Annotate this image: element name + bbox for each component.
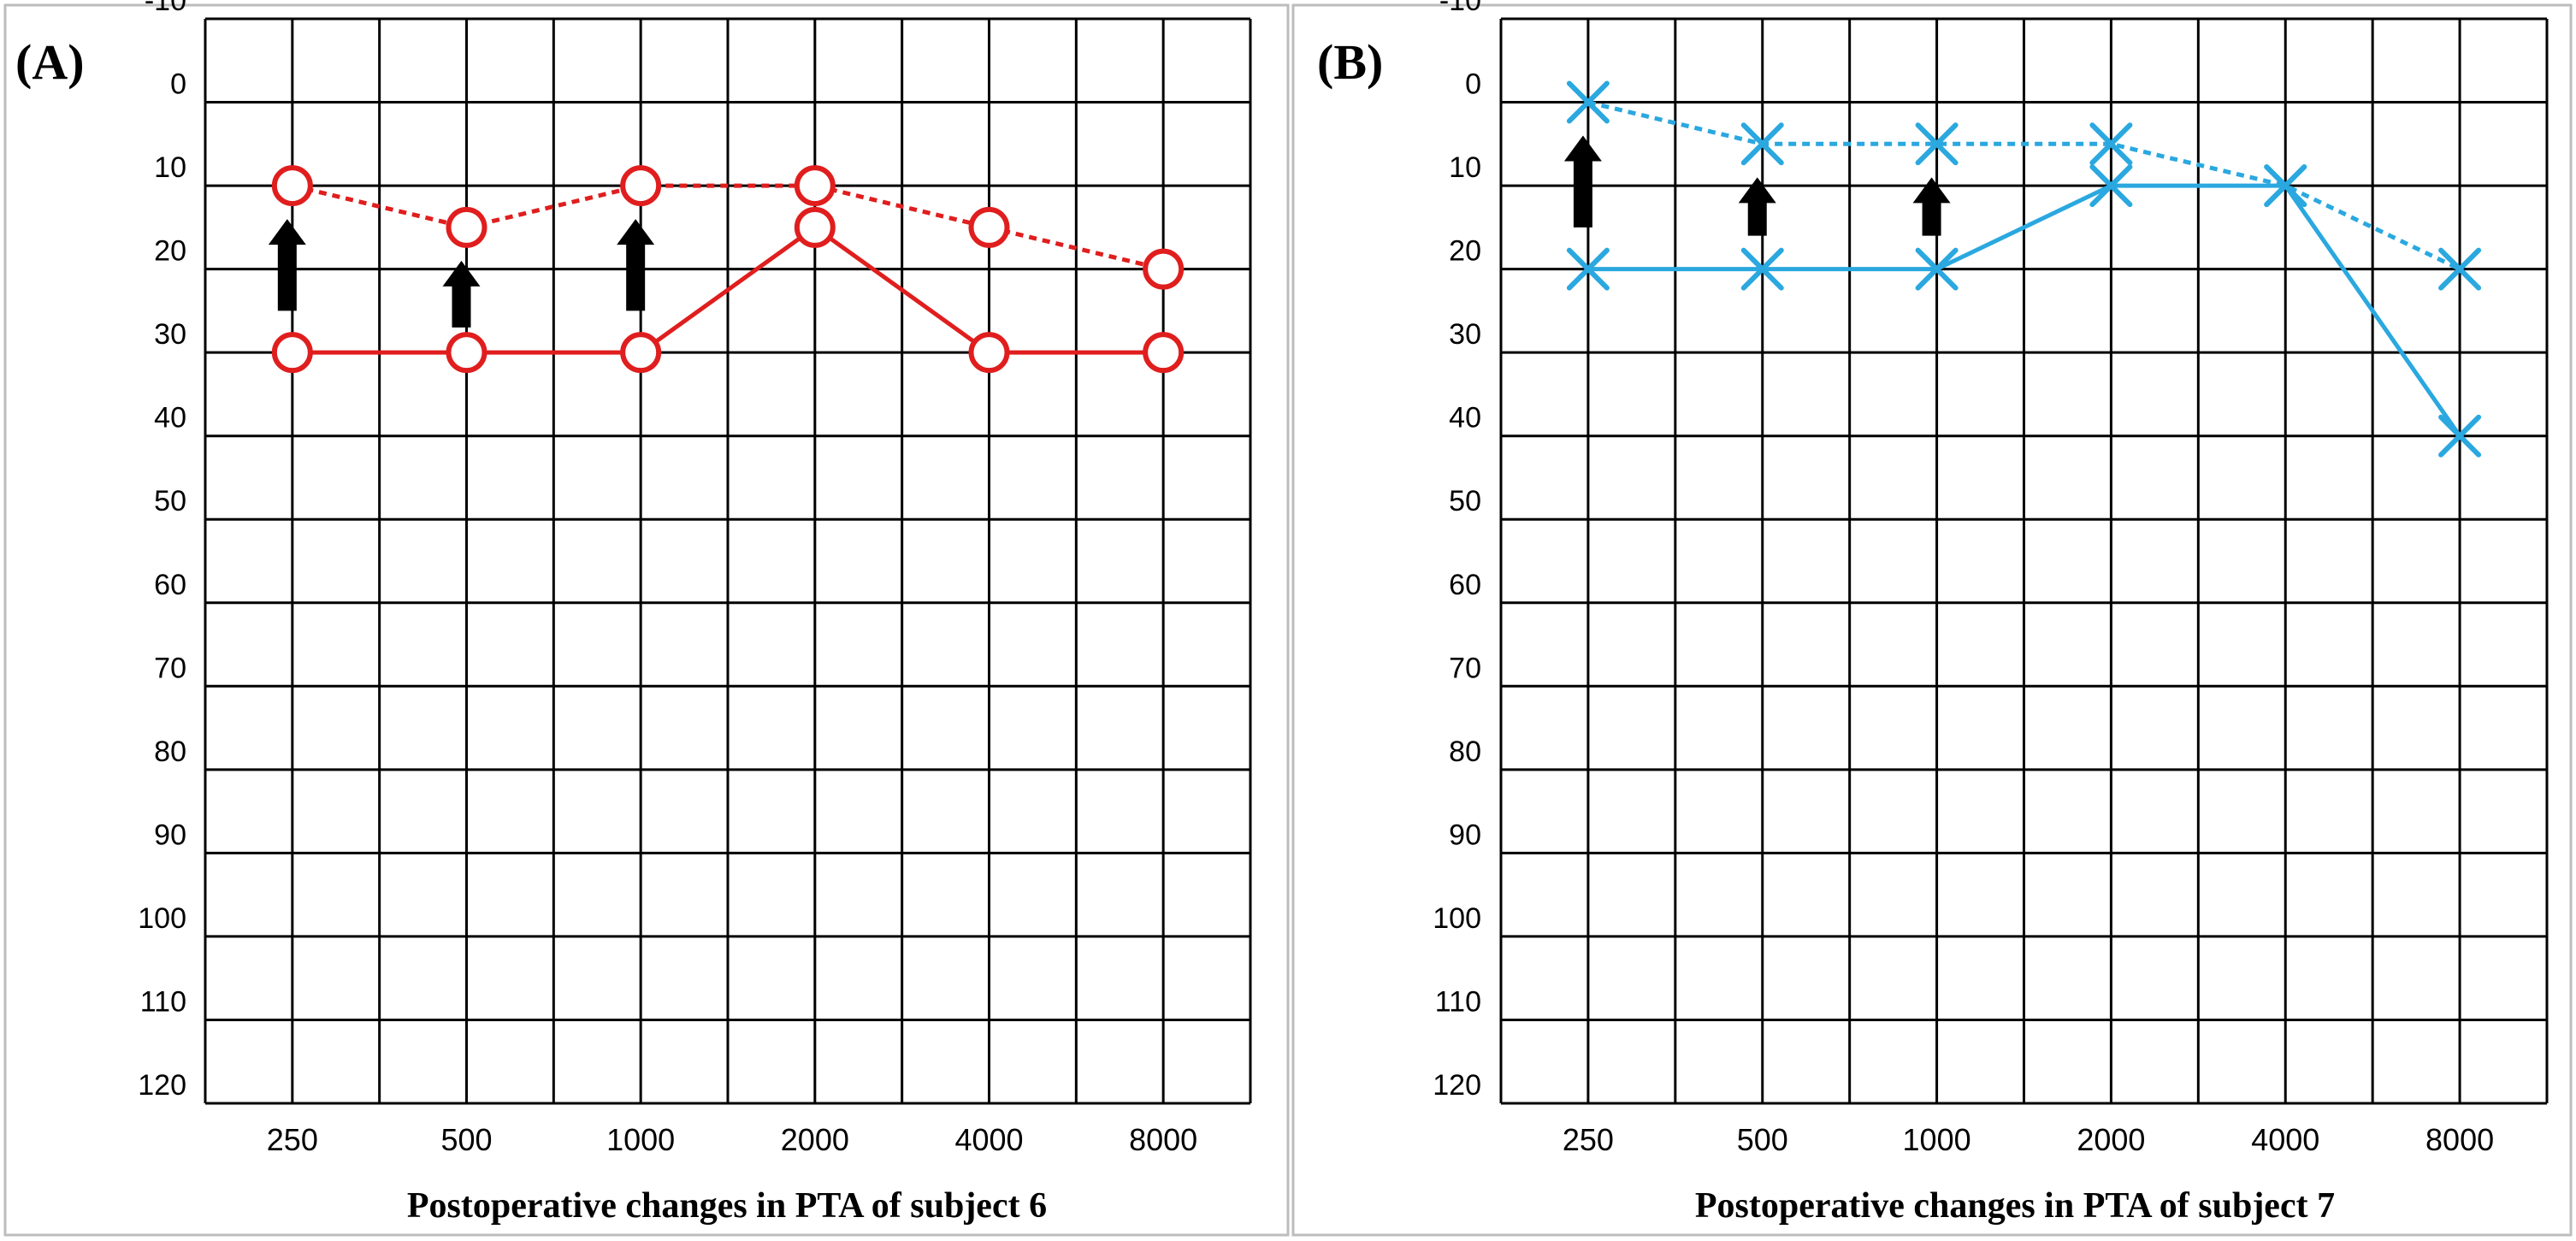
- data-point-circle: [620, 165, 662, 207]
- improvement-arrow-icon: [1563, 135, 1602, 228]
- series-line-postoperative: [1587, 100, 2461, 271]
- panel-1-grid: [1499, 17, 2549, 1105]
- y-tick-label: 80: [1449, 736, 1481, 768]
- y-tick-label: 120: [1433, 1069, 1481, 1102]
- data-point-circle: [1143, 332, 1185, 374]
- data-point-circle: [794, 206, 836, 248]
- y-tick-label: 20: [154, 235, 186, 268]
- cross-stroke: [2089, 164, 2133, 208]
- cross-stroke: [1915, 122, 1959, 166]
- panel-a-frame: [3, 3, 1290, 1237]
- y-tick-label: 30: [154, 318, 186, 351]
- x-tick-label: 2000: [2077, 1122, 2145, 1157]
- data-point-circle: [271, 332, 313, 374]
- x-tick-label: 4000: [954, 1122, 1023, 1157]
- data-point-cross: [1915, 247, 1959, 291]
- x-tick-label: 8000: [1129, 1122, 1197, 1157]
- data-point-cross: [1566, 80, 1610, 124]
- y-tick-label: 90: [1449, 818, 1481, 851]
- data-point-circle: [271, 165, 313, 207]
- data-point-cross: [2089, 164, 2133, 208]
- data-point-cross: [1740, 122, 1784, 166]
- series-line-postoperative: [292, 183, 1164, 272]
- cross-stroke: [1740, 247, 1784, 291]
- data-point-cross: [2438, 247, 2482, 291]
- improvement-arrow-icon: [1738, 177, 1776, 236]
- data-point-cross: [1915, 122, 1959, 166]
- y-tick-label: 0: [170, 68, 186, 101]
- x-tick-label: 2000: [781, 1122, 849, 1157]
- x-tick-label: 500: [440, 1122, 492, 1157]
- y-tick-label: 110: [140, 985, 186, 1018]
- x-tick-label: 500: [1737, 1122, 1788, 1157]
- x-tick-label: 8000: [2425, 1122, 2494, 1157]
- panel-a-label: (A): [15, 34, 85, 90]
- y-tick-label: 20: [1449, 235, 1481, 268]
- y-tick-label: 110: [1435, 985, 1481, 1018]
- cross-stroke: [2089, 122, 2133, 166]
- data-point-cross: [1566, 247, 1610, 291]
- cross-stroke: [2438, 414, 2482, 458]
- y-tick-label: 90: [154, 818, 186, 851]
- y-tick-label: 120: [138, 1069, 186, 1102]
- series-line-preoperative: [1587, 183, 2462, 438]
- y-tick-label: 40: [154, 402, 186, 434]
- y-tick-label: -10: [1439, 0, 1481, 17]
- y-tick-label: 60: [154, 569, 186, 601]
- data-point-cross: [2264, 164, 2307, 208]
- data-point-circle: [968, 206, 1010, 248]
- data-point-cross: [2438, 414, 2482, 458]
- x-tick-label: 250: [1563, 1122, 1614, 1157]
- cross-stroke: [1740, 122, 1784, 166]
- data-point-circle: [620, 332, 662, 374]
- data-point-circle: [968, 332, 1010, 374]
- y-tick-label: 60: [1449, 569, 1481, 601]
- y-tick-label: 100: [138, 902, 186, 935]
- y-tick-label: 100: [1433, 902, 1481, 935]
- data-point-circle: [1143, 248, 1185, 290]
- y-tick-label: 50: [154, 485, 186, 517]
- data-point-cross: [2089, 122, 2133, 166]
- y-tick-label: 70: [154, 652, 186, 684]
- x-tick-label: 250: [267, 1122, 318, 1157]
- data-point-circle: [446, 206, 487, 248]
- data-point-cross: [1740, 247, 1784, 291]
- x-tick-label: 1000: [606, 1122, 675, 1157]
- data-point-circle: [794, 165, 836, 207]
- panel-b-label: (B): [1317, 34, 1383, 90]
- x-tick-label: 4000: [2251, 1122, 2319, 1157]
- improvement-arrow-icon: [1912, 177, 1951, 236]
- panel-0-grid: [204, 17, 1252, 1105]
- improvement-arrow-icon: [268, 219, 306, 311]
- data-point-circle: [446, 332, 487, 374]
- improvement-arrow-icon: [617, 219, 655, 311]
- panel-b: (B) Postoperative changes in PTA of subj…: [1291, 0, 2573, 1237]
- y-tick-label: 70: [1449, 652, 1481, 684]
- y-tick-label: 10: [154, 151, 186, 184]
- cross-stroke: [1915, 247, 1959, 291]
- series-line-preoperative: [292, 225, 1164, 355]
- panel-a: (A) Postoperative changes in PTA of subj…: [3, 0, 1290, 1237]
- y-tick-label: 10: [1449, 151, 1481, 184]
- y-tick-label: 80: [154, 736, 186, 768]
- y-tick-label: 30: [1449, 318, 1481, 351]
- improvement-arrow-icon: [442, 260, 481, 328]
- cross-stroke: [2264, 164, 2307, 208]
- cross-stroke: [1566, 247, 1610, 291]
- y-tick-label: 40: [1449, 402, 1481, 434]
- y-tick-label: -10: [145, 0, 186, 17]
- y-tick-label: 50: [1449, 485, 1481, 517]
- panel-a-x-axis-label: Postoperative changes in PTA of subject …: [407, 1186, 1047, 1226]
- cross-stroke: [1566, 80, 1610, 124]
- cross-stroke: [2438, 247, 2482, 291]
- x-tick-label: 1000: [1903, 1122, 1971, 1157]
- y-tick-label: 0: [1465, 68, 1481, 101]
- panel-b-x-axis-label: Postoperative changes in PTA of subject …: [1695, 1186, 2335, 1226]
